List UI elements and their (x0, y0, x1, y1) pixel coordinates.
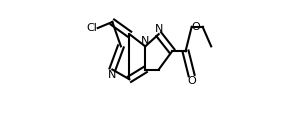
Text: N: N (108, 70, 116, 80)
Text: N: N (154, 24, 163, 34)
Text: Cl: Cl (87, 23, 98, 33)
Text: O: O (192, 22, 200, 32)
Text: O: O (187, 76, 196, 86)
Text: N: N (141, 36, 150, 46)
